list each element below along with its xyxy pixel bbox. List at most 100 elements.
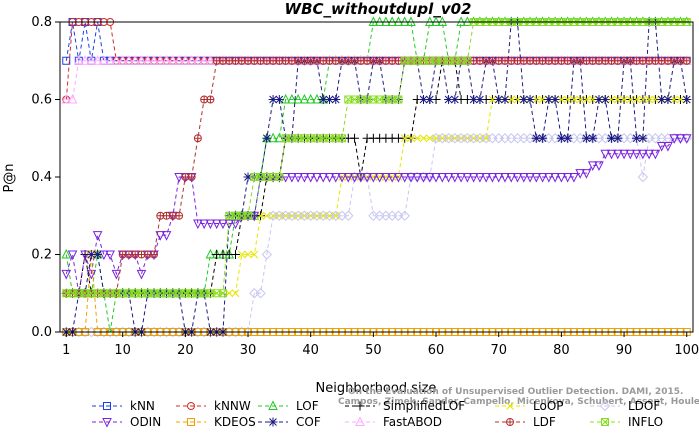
data-point [294, 56, 303, 65]
legend-item-kdeos: KDEOS [176, 415, 256, 429]
data-point [218, 289, 227, 298]
data-point [161, 55, 172, 65]
data-point [330, 173, 341, 183]
data-point [149, 55, 159, 65]
legend-item-knn: kNN [92, 399, 155, 413]
watermark-line-1: Campos, Zimek, Sander, Campello, Micenko… [338, 397, 699, 407]
data-point [142, 55, 153, 65]
legend-item-lof: LOF [258, 399, 319, 413]
x-tick-label: 1 [62, 343, 70, 358]
data-point [305, 93, 316, 104]
data-point [413, 134, 422, 143]
data-point [632, 133, 642, 143]
data-point [86, 55, 97, 65]
data-point [155, 55, 166, 65]
data-point [419, 95, 429, 104]
y-axis: 0.0 0.2 0.4 0.6 0.8 [31, 15, 60, 340]
data-point [675, 134, 686, 144]
legend-item-inflo: INFLO [590, 415, 663, 429]
data-point [136, 55, 147, 65]
data-point [362, 173, 372, 183]
data-point [180, 55, 191, 65]
data-point [613, 133, 623, 143]
data-point [318, 95, 328, 104]
x-tick-label: 90 [616, 343, 633, 358]
data-point [625, 149, 636, 160]
data-point [607, 133, 617, 143]
data-point [92, 231, 103, 241]
legend-label: kNN [130, 399, 155, 413]
data-point [563, 95, 572, 104]
legend-marker [601, 418, 609, 426]
data-point [645, 95, 653, 104]
data-point [280, 173, 291, 183]
data-point [525, 173, 535, 183]
x-tick-label: 10 [114, 343, 131, 358]
series-line [66, 60, 687, 100]
data-point [255, 288, 266, 299]
data-point [99, 55, 109, 65]
legend-item-knnw: kNNW [176, 399, 251, 413]
data-point [243, 172, 253, 182]
data-point [244, 211, 253, 220]
data-point [594, 95, 604, 104]
data-point [387, 173, 397, 183]
series-ldof [61, 133, 692, 338]
data-point [650, 149, 661, 160]
x-axis: 1 10 20 30 40 50 60 70 80 90 100 [62, 332, 699, 358]
data-point [199, 55, 209, 65]
data-point [155, 231, 166, 241]
data-point [562, 173, 573, 183]
data-point [287, 93, 297, 104]
legend-marker [187, 402, 195, 410]
data-point [67, 250, 78, 261]
data-point [550, 173, 560, 183]
data-point [632, 95, 641, 104]
data-point [645, 56, 654, 65]
watermark-line-2: On the Evaluation of Unsupervised Outlie… [348, 387, 683, 397]
data-point [174, 173, 184, 183]
legend-label: LOF [296, 399, 319, 413]
data-point [444, 95, 454, 104]
data-point [424, 173, 435, 183]
data-point [626, 95, 635, 104]
data-point [531, 173, 542, 183]
data-point [644, 149, 654, 160]
data-point [168, 55, 178, 65]
data-point [531, 133, 541, 143]
data-point [394, 95, 403, 104]
x-tick-label: 70 [490, 343, 507, 358]
y-tick-label: 0.6 [31, 93, 52, 108]
data-point [663, 95, 673, 104]
legend-label: COF [296, 415, 321, 429]
data-point [681, 134, 692, 144]
data-point [651, 95, 660, 104]
legend-label: LDF [533, 415, 556, 429]
data-point [638, 56, 647, 65]
data-point [186, 55, 197, 65]
legend-marker [355, 416, 365, 426]
data-point [199, 219, 209, 230]
data-point [682, 95, 692, 104]
data-point [638, 133, 648, 143]
data-point [363, 56, 372, 65]
data-point [312, 173, 322, 183]
data-point [613, 95, 622, 104]
data-point [381, 173, 391, 183]
data-point [607, 56, 616, 65]
data-point [656, 142, 667, 152]
data-point [92, 55, 103, 65]
data-point [187, 173, 196, 181]
data-point [612, 149, 623, 160]
x-tick-label: 50 [365, 343, 382, 358]
data-point [61, 269, 72, 280]
data-point [318, 173, 329, 183]
data-point [463, 56, 472, 65]
series-line [65, 21, 687, 62]
data-point [130, 55, 141, 65]
data-point [462, 173, 473, 183]
data-point [669, 134, 680, 144]
data-point [86, 269, 97, 280]
data-point [324, 95, 334, 104]
data-point [105, 250, 115, 261]
